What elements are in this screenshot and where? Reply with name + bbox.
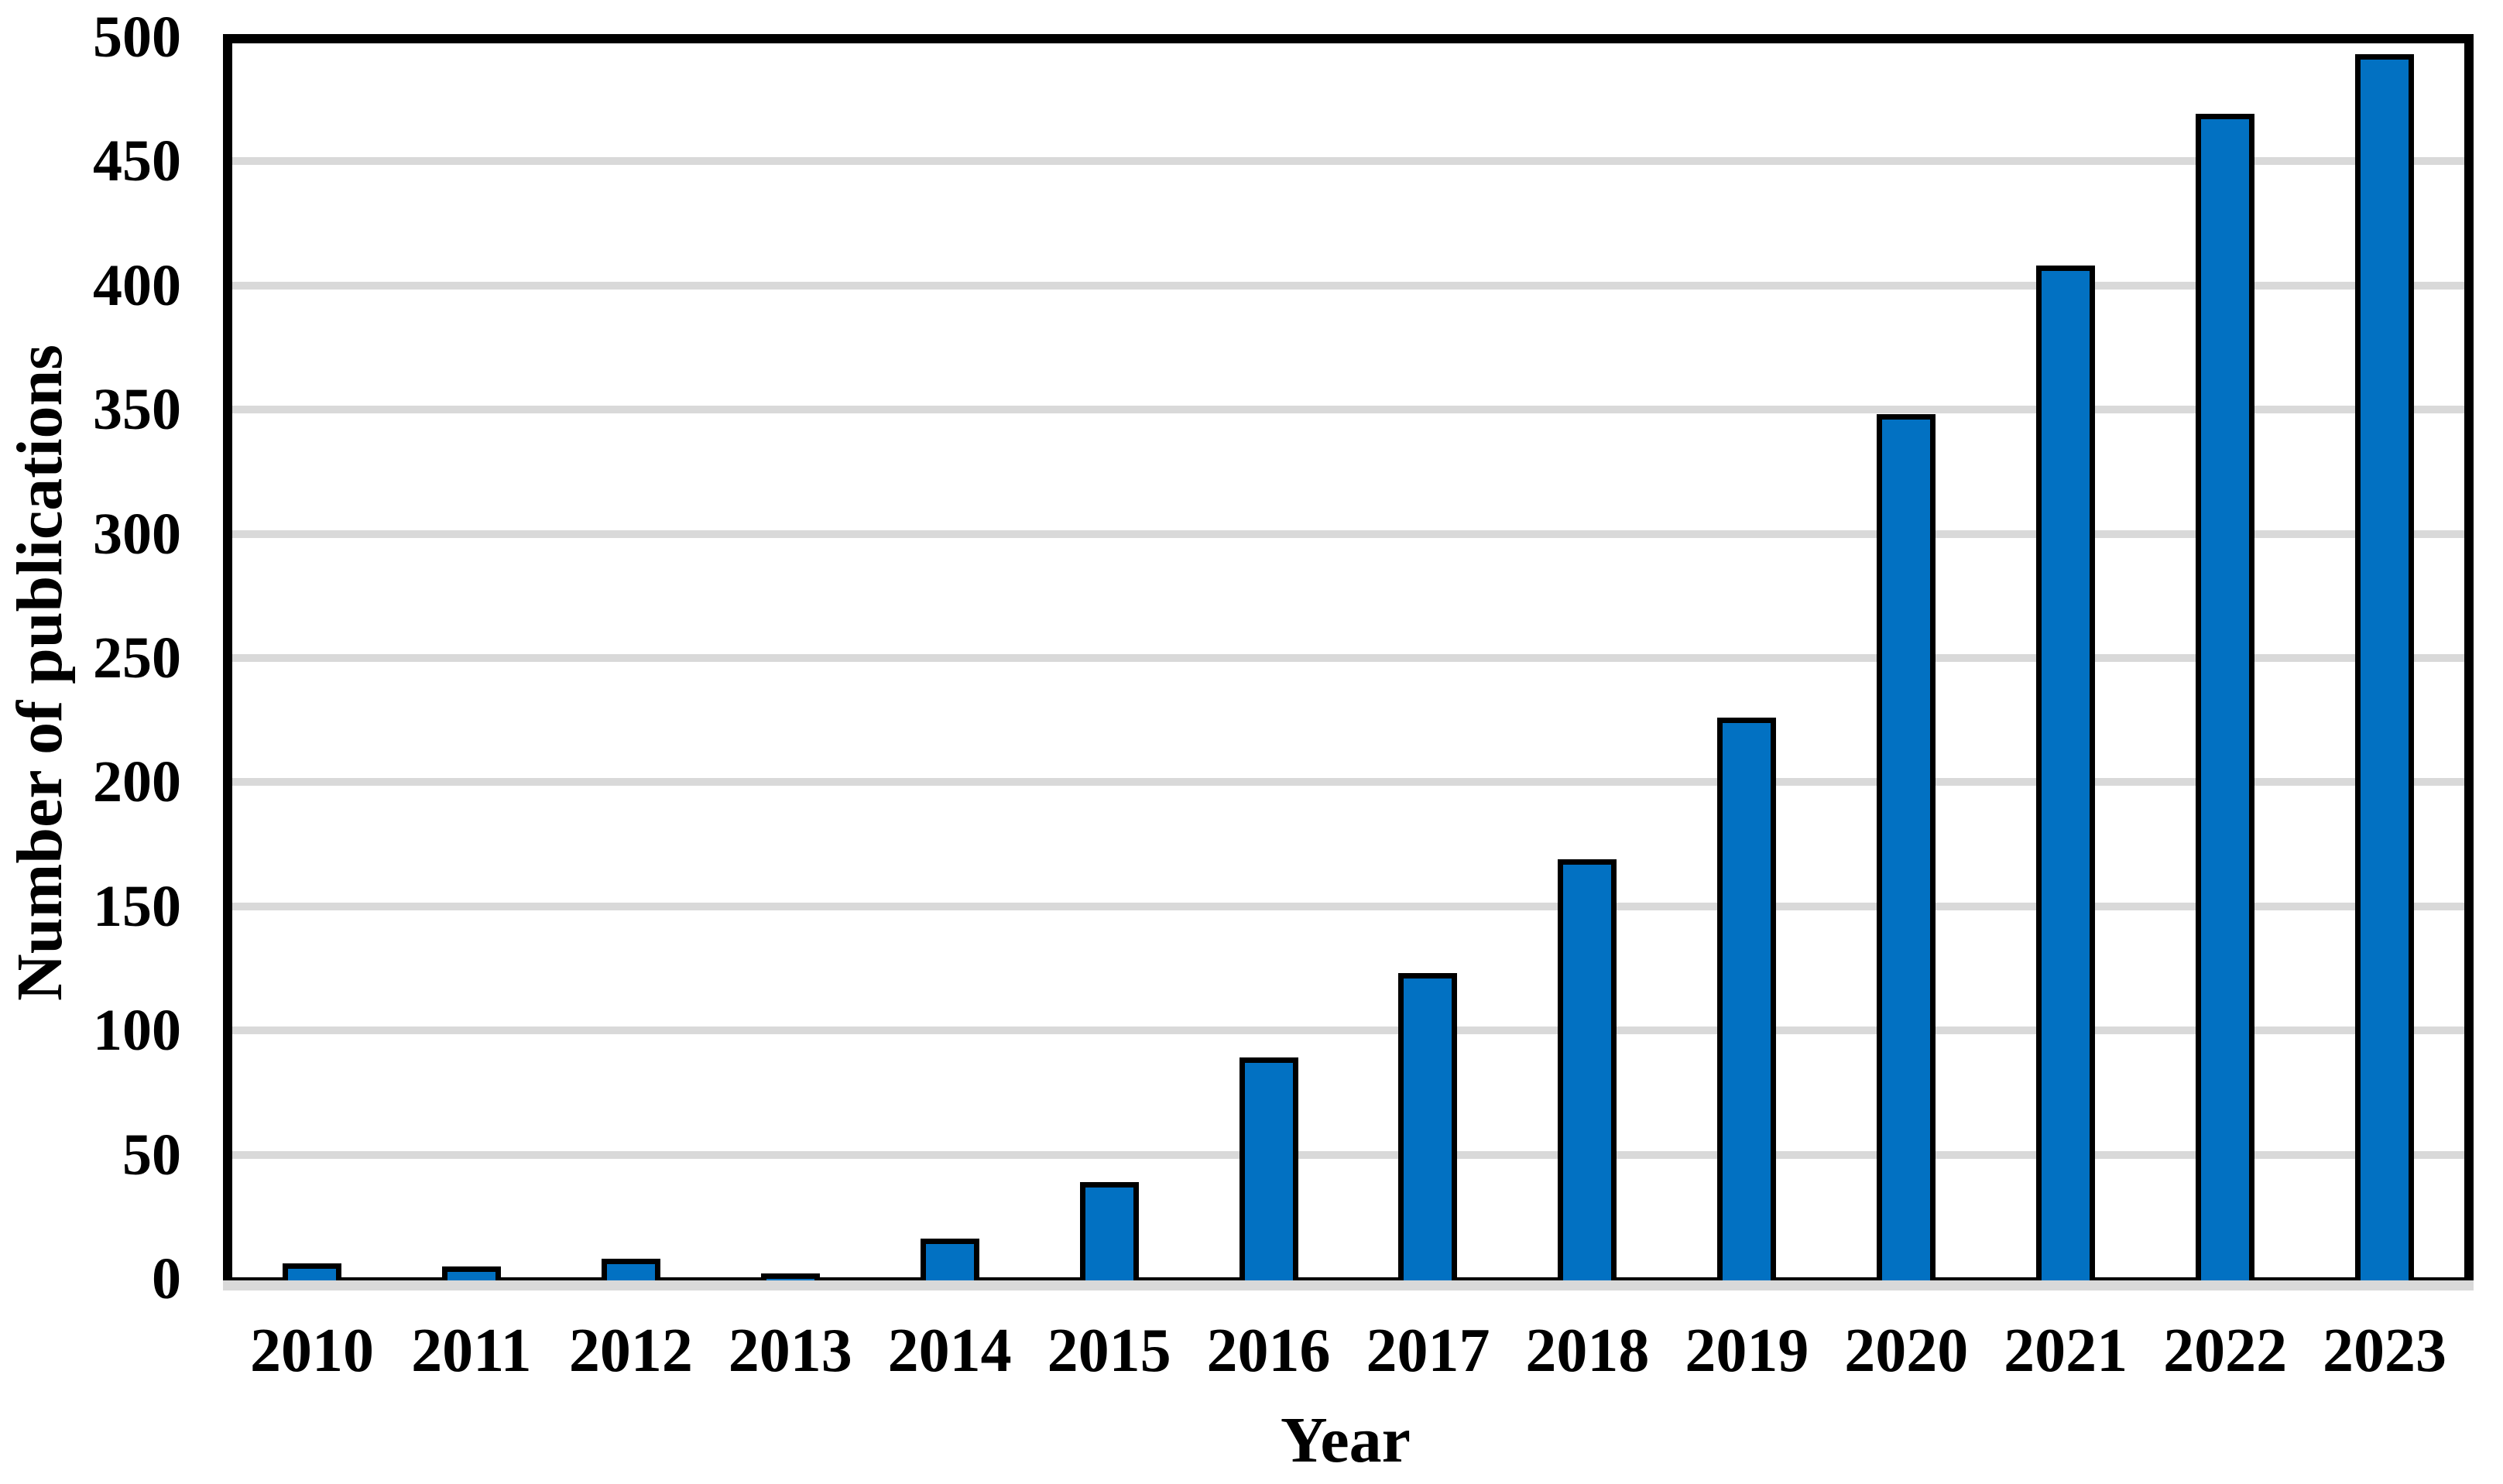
bar-2019: [1717, 717, 1777, 1280]
x-tick-label-2013: 2013: [728, 1317, 852, 1385]
y-tick-label-450: 450: [93, 129, 181, 194]
bar-2015: [1079, 1181, 1139, 1280]
x-tick-label-2020: 2020: [1844, 1317, 1969, 1385]
y-axis-title: Number of publications: [4, 344, 76, 1001]
y-tick-label-350: 350: [93, 377, 181, 443]
bar-2018: [1558, 859, 1617, 1280]
y-tick-label-200: 200: [93, 749, 181, 815]
bar-2022: [2196, 114, 2255, 1280]
gridline-200: [232, 778, 2464, 787]
x-tick-label-2012: 2012: [568, 1317, 693, 1385]
x-tick-label-2021: 2021: [2004, 1317, 2128, 1385]
x-tick-label-2022: 2022: [2163, 1317, 2288, 1385]
bar-2013: [760, 1273, 820, 1280]
bar-2011: [441, 1266, 501, 1280]
x-tick-label-2014: 2014: [887, 1317, 1012, 1385]
y-tick-label-50: 50: [122, 1122, 181, 1188]
bar-2016: [1239, 1057, 1298, 1280]
y-tick-label-500: 500: [93, 5, 181, 70]
x-tick-label-2018: 2018: [1525, 1317, 1650, 1385]
x-axis-title: Year: [1281, 1404, 1411, 1476]
x-tick-label-2015: 2015: [1047, 1317, 1171, 1385]
bar-2020: [1877, 414, 1936, 1280]
y-tick-label-0: 0: [152, 1246, 181, 1311]
gridline-250: [232, 654, 2464, 662]
x-tick-label-2019: 2019: [1685, 1317, 1809, 1385]
gridline-50: [232, 1150, 2464, 1159]
bar-2021: [2036, 265, 2096, 1280]
y-tick-label-400: 400: [93, 252, 181, 318]
x-axis-line: [223, 1277, 2474, 1280]
y-tick-label-250: 250: [93, 625, 181, 691]
bar-2023: [2355, 54, 2415, 1280]
gridline-100: [232, 1026, 2464, 1035]
bar-2012: [601, 1259, 660, 1280]
plot-border-top: [223, 34, 2474, 43]
gridline-350: [232, 406, 2464, 414]
x-tick-label-2011: 2011: [411, 1317, 532, 1385]
gridline-400: [232, 281, 2464, 290]
bar-2014: [920, 1239, 979, 1280]
gridline-300: [232, 530, 2464, 538]
y-tick-label-100: 100: [93, 998, 181, 1064]
gridline-450: [232, 157, 2464, 166]
y-tick-label-150: 150: [93, 873, 181, 939]
bar-2017: [1398, 973, 1458, 1280]
plot-border-right: [2464, 34, 2474, 1290]
bar-2010: [282, 1263, 341, 1280]
x-tick-label-2016: 2016: [1206, 1317, 1331, 1385]
x-tick-label-2010: 2010: [249, 1317, 374, 1385]
y-tick-label-300: 300: [93, 501, 181, 567]
x-tick-label-2017: 2017: [1366, 1317, 1490, 1385]
gridline-150: [232, 902, 2464, 910]
x-axis-band: [223, 1280, 2474, 1290]
x-tick-label-2023: 2023: [2323, 1317, 2447, 1385]
y-axis-line: [223, 34, 232, 1290]
